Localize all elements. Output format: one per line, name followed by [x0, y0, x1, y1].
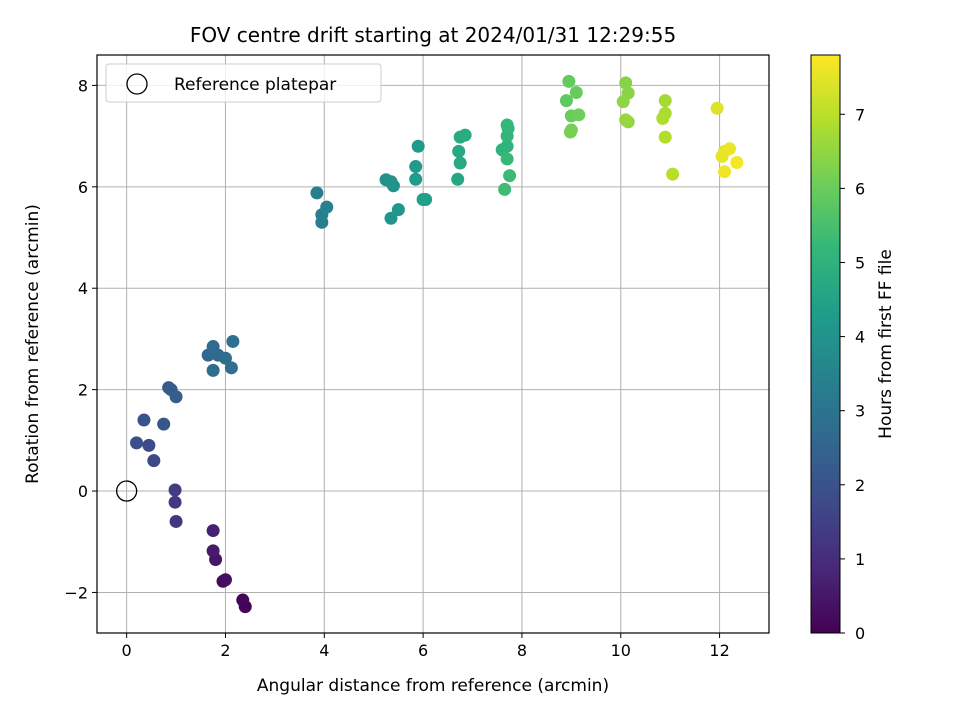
- grid: [97, 55, 769, 633]
- data-point: [498, 182, 512, 196]
- x-tick-label: 6: [418, 641, 428, 660]
- data-point: [710, 101, 724, 115]
- data-point: [409, 160, 423, 174]
- data-point: [226, 334, 240, 348]
- data-point: [500, 152, 514, 166]
- data-point: [569, 86, 583, 100]
- x-tick-label: 4: [319, 641, 329, 660]
- data-point: [206, 363, 220, 377]
- data-point: [559, 94, 573, 108]
- colorbar-tick-label: 6: [855, 179, 865, 198]
- y-tick-label: 2: [78, 381, 88, 400]
- data-point: [218, 351, 232, 365]
- data-point: [562, 74, 576, 88]
- data-point: [206, 544, 220, 558]
- y-tick-label: 0: [78, 482, 88, 501]
- data-point: [416, 193, 430, 206]
- data-point: [157, 417, 171, 431]
- data-point: [224, 361, 238, 375]
- chart-title: FOV centre drift starting at 2024/01/31 …: [190, 23, 676, 47]
- y-tick-label: 6: [78, 178, 88, 197]
- data-point: [453, 156, 467, 170]
- colorbar-tick-label: 7: [855, 105, 865, 124]
- data-point: [500, 118, 514, 132]
- data-point: [206, 524, 220, 538]
- colorbar-tick-label: 5: [855, 253, 865, 272]
- data-point: [666, 167, 680, 181]
- data-point: [142, 438, 156, 452]
- legend-marker: [126, 73, 148, 95]
- data-point: [168, 483, 182, 497]
- colorbar-label: Hours from first FF file: [876, 249, 896, 439]
- data-point: [616, 95, 630, 109]
- x-tick-label: 2: [220, 641, 230, 660]
- data-point: [718, 165, 732, 179]
- data-point: [130, 436, 144, 450]
- legend: Reference platepar: [105, 63, 382, 103]
- colorbar-tick-label: 3: [855, 402, 865, 421]
- data-point: [730, 155, 744, 169]
- data-point: [310, 186, 324, 200]
- data-point: [218, 573, 232, 587]
- y-tick-label: 4: [78, 279, 88, 298]
- data-point: [137, 413, 151, 427]
- data-point: [411, 139, 425, 153]
- colorbar-tick-label: 1: [855, 550, 865, 569]
- data-point: [236, 593, 250, 607]
- plot-frame: [96, 54, 770, 634]
- data-point: [169, 390, 183, 404]
- colorbar-tick-label: 2: [855, 476, 865, 495]
- data-points: [115, 74, 744, 614]
- y-axis-ticks: −2 0 2 4 6 8: [64, 76, 97, 602]
- data-point: [452, 144, 466, 158]
- x-tick-label: 0: [122, 641, 132, 660]
- data-point: [169, 514, 183, 528]
- colorbar-tick-label: 4: [855, 328, 865, 347]
- y-tick-label: −2: [64, 583, 88, 602]
- data-point: [168, 495, 182, 509]
- x-tick-label: 8: [517, 641, 527, 660]
- data-point: [320, 200, 334, 214]
- data-point: [451, 172, 465, 186]
- colorbar-ticks: 0 1 2 3 4 5 6 7: [840, 105, 865, 643]
- data-point: [658, 94, 672, 108]
- data-point: [147, 454, 161, 468]
- data-point: [384, 211, 398, 225]
- data-point: [658, 130, 672, 144]
- y-tick-label: 8: [78, 76, 88, 95]
- x-tick-label: 10: [611, 641, 631, 660]
- colorbar-tick-label: 0: [855, 624, 865, 643]
- colorbar: 0 1 2 3 4 5 6 7 Hours from first FF file: [810, 54, 896, 643]
- data-point: [619, 113, 633, 127]
- data-point: [656, 111, 670, 125]
- data-point: [386, 179, 400, 193]
- x-axis-label: Angular distance from reference (arcmin): [257, 676, 609, 696]
- data-point: [500, 139, 514, 153]
- legend-label: Reference platepar: [174, 75, 336, 95]
- x-axis-ticks: 0 2 4 6 8 10 12: [122, 633, 730, 660]
- data-point: [503, 169, 517, 183]
- x-tick-label: 12: [709, 641, 729, 660]
- data-point: [391, 203, 405, 217]
- y-axis-label: Rotation from reference (arcmin): [23, 204, 43, 484]
- colorbar-gradient: [810, 54, 841, 634]
- data-point: [619, 76, 633, 90]
- data-point: [722, 142, 736, 156]
- data-point: [409, 172, 423, 186]
- data-point: [458, 128, 472, 142]
- legend-box: [105, 63, 382, 103]
- data-point: [572, 108, 586, 122]
- data-point: [563, 125, 577, 139]
- reference-marker: [115, 480, 138, 502]
